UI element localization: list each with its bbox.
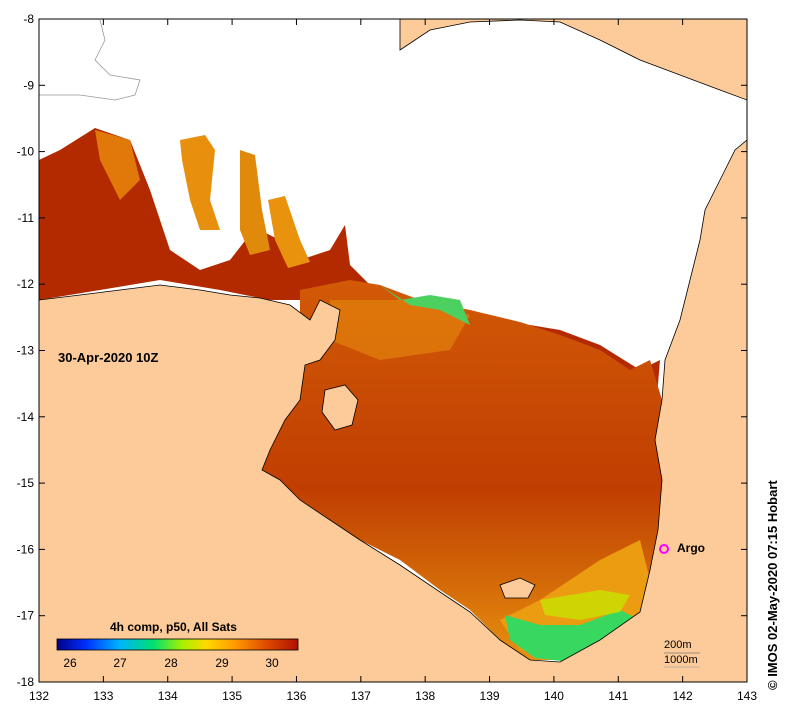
sst-plume-3 <box>268 196 310 268</box>
x-tick-label: 138 <box>415 689 435 703</box>
sst-gulf-lighter <box>330 300 470 360</box>
sst-plume-1 <box>180 135 220 230</box>
y-tick-label: -13 <box>17 344 35 358</box>
y-tick-label: -17 <box>17 609 35 623</box>
y-axis: -8 -9 -10 -11 -12 -13 -14 -15 -16 -17 -18 <box>17 12 747 689</box>
x-tick-label: 141 <box>608 689 628 703</box>
legend-tick-label: 30 <box>265 656 279 670</box>
sst-front-green <box>380 285 470 325</box>
x-tick-label: 143 <box>737 689 757 703</box>
legend-tick-label: 26 <box>63 656 77 670</box>
x-tick-label: 134 <box>158 689 178 703</box>
y-tick-label: -18 <box>17 675 35 689</box>
x-tick-label: 136 <box>286 689 306 703</box>
land-mornington-island <box>499 577 536 599</box>
depth-200m-label: 200m <box>664 639 692 651</box>
land-groote-eylandt <box>321 384 359 431</box>
legend-tick-label: 27 <box>113 656 127 670</box>
depth-1000m-label: 1000m <box>664 654 698 666</box>
sst-gulf <box>262 280 662 660</box>
land-northern-territory <box>39 139 747 682</box>
y-tick-label: -14 <box>17 410 35 424</box>
legend-tick-label: 29 <box>215 656 229 670</box>
x-axis: 132 133 134 135 136 137 138 139 140 141 142 143 <box>29 19 757 703</box>
x-tick-label: 140 <box>544 689 564 703</box>
x-tick-label: 133 <box>93 689 113 703</box>
x-tick-label: 139 <box>480 689 500 703</box>
y-tick-label: -16 <box>17 542 35 556</box>
x-tick-label: 142 <box>673 689 693 703</box>
credit-label: © IMOS 02-May-2020 07:15 Hobart <box>765 480 780 690</box>
y-tick-label: -9 <box>23 78 34 92</box>
y-tick-label: -11 <box>18 211 35 225</box>
argo-label: Argo <box>677 541 705 555</box>
land-new-guinea <box>399 19 747 101</box>
y-tick-label: -12 <box>17 277 35 291</box>
y-tick-label: -8 <box>23 12 34 26</box>
x-tick-label: 137 <box>351 689 371 703</box>
sst-north-orange <box>95 130 140 200</box>
sst-plume-2 <box>240 150 270 255</box>
x-tick-label: 135 <box>222 689 242 703</box>
sst-south-yellow <box>540 590 630 620</box>
colorbar <box>56 638 299 651</box>
x-tick-label: 132 <box>29 689 49 703</box>
argo-marker[interactable] <box>659 544 669 554</box>
date-label: 30-Apr-2020 10Z <box>58 350 159 365</box>
coast-line-grey <box>39 19 141 101</box>
legend-title: 4h comp, p50, All Sats <box>110 620 237 634</box>
y-tick-label: -10 <box>17 145 35 159</box>
y-tick-label: -15 <box>17 476 35 490</box>
legend-tick-label: 28 <box>164 656 178 670</box>
